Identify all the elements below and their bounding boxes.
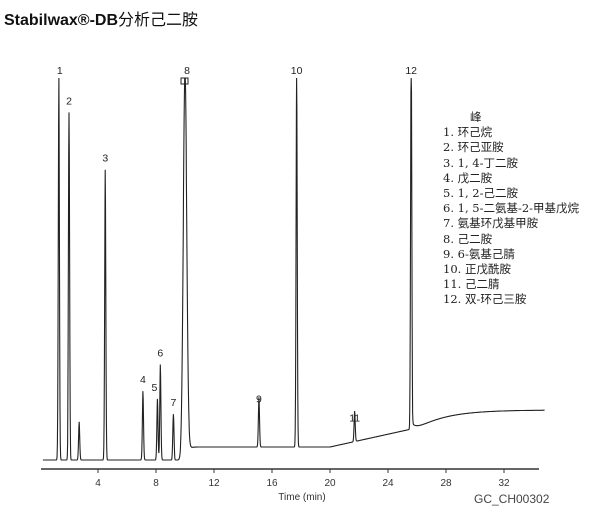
legend-title: 峰 bbox=[470, 110, 482, 124]
legend-item: 7. 氨基环戊基甲胺 bbox=[443, 216, 539, 231]
title-description: 分析己二胺 bbox=[118, 10, 199, 29]
peak-label: 8 bbox=[184, 65, 190, 77]
chromatogram-trace bbox=[42, 77, 545, 461]
title-column-name: Stabilwax®-DB bbox=[4, 12, 119, 29]
x-tick-label: 20 bbox=[324, 478, 336, 489]
x-tick-label: 8 bbox=[153, 478, 159, 489]
legend-item: 8. 己二胺 bbox=[443, 231, 493, 246]
legend-item: 6. 1, 5-二氨基-2-甲基戊烷 bbox=[443, 201, 580, 216]
legend-item: 12. 双-环己三胺 bbox=[443, 292, 527, 307]
peak-label: 9 bbox=[256, 393, 262, 405]
legend-item: 10. 正戊酰胺 bbox=[443, 262, 511, 277]
figure-code: GC_CH00302 bbox=[474, 492, 550, 506]
peak-label: 11 bbox=[349, 412, 360, 424]
x-axis-label: Time (min) bbox=[278, 492, 325, 503]
legend-item: 1. 环己烷 bbox=[443, 125, 493, 140]
legend-item: 5. 1, 2-己二胺 bbox=[443, 186, 518, 201]
legend-item: 2. 环己亚胺 bbox=[443, 140, 504, 155]
peak-label: 12 bbox=[405, 65, 417, 77]
legend-item: 4. 戊二胺 bbox=[443, 170, 493, 185]
peak-8-truncated-top bbox=[180, 77, 189, 85]
legend-item: 3. 1, 4-丁二胺 bbox=[443, 155, 518, 170]
page-title: Stabilwax®-DB分析己二胺 bbox=[4, 6, 198, 30]
x-tick-label: 12 bbox=[208, 478, 220, 489]
peak-label: 4 bbox=[140, 374, 146, 386]
peak-legend: 峰 1. 环己烷 2. 环己亚胺 3. 1, 4-丁二胺 4. 戊二胺 5. 1, 2-… bbox=[443, 110, 579, 308]
x-tick-label: 24 bbox=[382, 478, 394, 489]
legend-item: 9. 6-氨基己腈 bbox=[443, 246, 515, 261]
legend-item: 11. 己二腈 bbox=[443, 277, 500, 292]
peak-label: 6 bbox=[157, 348, 163, 360]
x-tick-label: 32 bbox=[498, 478, 510, 489]
x-tick-label: 28 bbox=[440, 478, 452, 489]
peak-label: 3 bbox=[102, 153, 108, 165]
peak-label: 5 bbox=[152, 382, 158, 394]
peak-label: 10 bbox=[291, 65, 303, 77]
peak-label: 1 bbox=[57, 65, 63, 77]
x-tick-label: 4 bbox=[95, 478, 101, 489]
x-tick-label: 16 bbox=[266, 478, 278, 489]
peak-label: 7 bbox=[170, 397, 176, 409]
peak-label: 2 bbox=[66, 95, 72, 107]
